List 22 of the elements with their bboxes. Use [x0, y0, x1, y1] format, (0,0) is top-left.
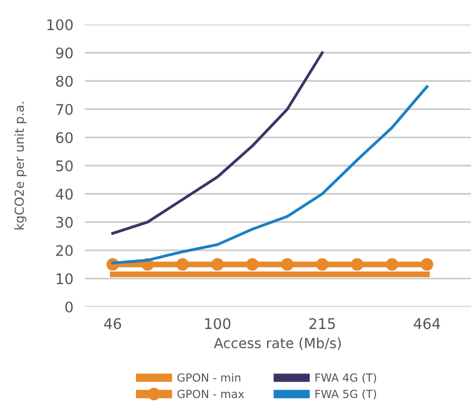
y-tick-label: 10 [56, 273, 73, 284]
line-series [111, 51, 324, 235]
x-axis-title: Access rate (Mb/s) [214, 338, 341, 350]
x-tick-label: 100 [205, 318, 230, 330]
legend-label: GPON - max [177, 390, 244, 398]
legend-label: FWA 4G (T) [316, 373, 376, 384]
y-axis-title: kgCO2e per unit p.a. [14, 102, 26, 230]
legend-label: FWA 5G (T) [316, 390, 376, 400]
legend-label: GPON - min [177, 373, 240, 382]
x-tick-label: 46 [104, 318, 122, 330]
y-tick-label: 90 [56, 47, 73, 59]
y-tick-label: 0 [65, 301, 73, 312]
x-tick-label: 215 [309, 318, 335, 330]
y-tick-label: 60 [56, 132, 73, 144]
y-tick-label: 100 [47, 19, 73, 30]
y-tick-label: 30 [56, 216, 73, 228]
y-tick-label: 50 [56, 160, 73, 172]
y-tick-label: 70 [56, 104, 73, 115]
y-tick-label: 40 [56, 188, 73, 200]
x-tick-label: 464 [414, 318, 440, 330]
y-tick-label: 20 [56, 245, 73, 256]
y-tick-label: 80 [56, 76, 73, 87]
